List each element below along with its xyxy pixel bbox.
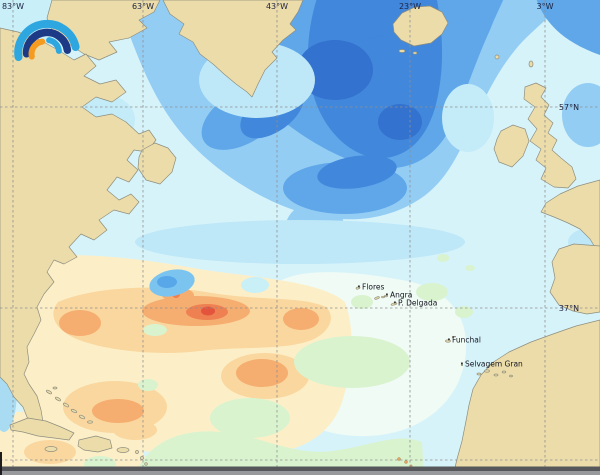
land-ireland [493, 124, 530, 168]
arcs-logo [14, 19, 80, 61]
land-bahamas [45, 386, 93, 424]
lon-label-23w: 23°W [399, 2, 421, 11]
land-greenland [162, 0, 304, 98]
marker-angra [386, 293, 388, 296]
place-label-angra: Angra [390, 291, 412, 300]
lat-label-57n: 57°N [559, 103, 579, 112]
land-britain [523, 82, 577, 189]
land-hispaniola [77, 435, 113, 453]
land-antilles [135, 450, 148, 466]
land-shetland [528, 60, 534, 68]
marker-selvagem [461, 362, 463, 365]
marker-flores [358, 285, 360, 288]
logo-inner-arc-icon [46, 37, 62, 54]
land-cuba [9, 417, 75, 441]
land-north-america [0, 27, 157, 431]
land-iceland [392, 5, 449, 47]
place-label-funchal: Funchal [452, 336, 481, 345]
land-azores [355, 286, 398, 306]
land-canaries [476, 369, 513, 378]
logo-accent-arc-icon [28, 38, 46, 60]
land-iberia [549, 243, 600, 315]
lon-label-83w: 83°W [2, 2, 24, 11]
land-jamaica [44, 446, 58, 452]
lon-label-3w: 3°W [537, 2, 554, 11]
land-small-islets [397, 457, 413, 468]
land-faroe [494, 54, 500, 60]
place-labels: Flores Angra P. Delgada Funchal Selvagem… [358, 283, 523, 369]
marker-p-delgada [394, 301, 396, 304]
lon-label-63w: 63°W [132, 2, 154, 11]
place-label-p-delgada: P. Delgada [398, 299, 437, 308]
anomaly-hotspot [201, 306, 215, 316]
map-frame [0, 452, 600, 475]
land-puerto-rico [116, 447, 130, 453]
place-label-flores: Flores [362, 283, 385, 292]
marker-funchal [448, 338, 450, 341]
lon-label-43w: 43°W [266, 2, 288, 11]
lat-label-37n: 37°N [559, 304, 579, 313]
place-label-selvagem: Selvagem Gran [465, 360, 523, 369]
logo-middle-arc-icon [22, 28, 72, 58]
graticule-labels: 83°W 63°W 43°W 23°W 3°W 57°N 37°N [2, 2, 579, 313]
land-newfoundland [137, 142, 177, 185]
logo-outer-arc-icon [14, 19, 80, 61]
